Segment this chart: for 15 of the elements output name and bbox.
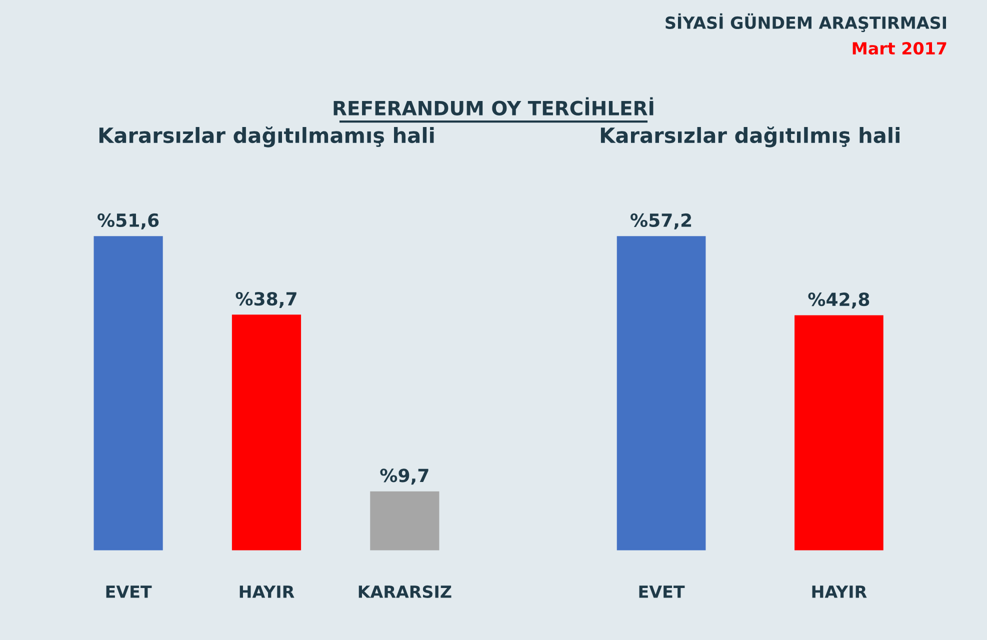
x-tick-label: EVET [639,586,685,598]
data-label: %38,7 [236,292,296,308]
text: SİYASİ GÜNDEM ARAŞTIRMASI [666,13,946,32]
x-tick-label: KARARSIZ [358,585,452,598]
data-label: %51,6 [98,213,159,230]
text: Mart 2017 [852,42,946,55]
text: REFERANDUM OY TERCİHLERİ [334,97,654,116]
x-tick-label: HAYIR [240,586,294,598]
data-label: %42,8 [808,292,870,308]
data-label: %57,2 [630,213,692,230]
data-label: %9,7 [380,468,428,485]
x-tick-label: EVET [106,586,152,598]
chart-title: Kararsızlar dağıtılmış hali [600,126,900,148]
x-tick-label: HAYIR [812,586,867,598]
chart-title: Kararsızlar dağıtılmamış hali [99,126,434,148]
